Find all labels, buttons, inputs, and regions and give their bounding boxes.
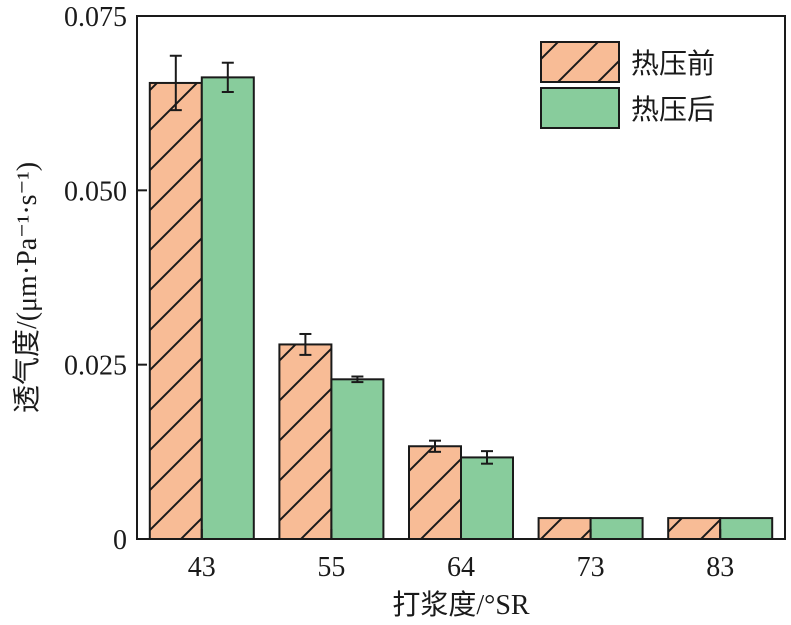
y-tick-label: 0 bbox=[113, 525, 127, 556]
error-bar-after-55 bbox=[351, 375, 364, 384]
legend-label-after: 热压后 bbox=[631, 94, 715, 126]
y-tick-label: 0.025 bbox=[64, 351, 127, 382]
error-bar-before-64 bbox=[429, 439, 441, 453]
error-bar-after-64 bbox=[481, 450, 493, 465]
y-tick-label: 0.075 bbox=[64, 2, 127, 33]
bar-before-43 bbox=[148, 81, 203, 540]
x-tick-label: 55 bbox=[317, 552, 345, 583]
y-tick-label: 0.050 bbox=[64, 176, 127, 207]
x-tick-label: 43 bbox=[188, 552, 216, 583]
bar-after-64 bbox=[460, 456, 514, 540]
x-axis-label: 打浆度/°SR bbox=[392, 589, 530, 621]
bar-after-55 bbox=[330, 378, 385, 540]
legend-label-before: 热压前 bbox=[631, 48, 715, 80]
bar-before-83 bbox=[667, 517, 722, 541]
error-bar-before-55 bbox=[299, 332, 312, 356]
error-bar-after-43 bbox=[221, 61, 234, 94]
bar-after-83 bbox=[719, 517, 774, 541]
y-axis-label: 透气度/(μm·Pa⁻¹·s⁻¹) bbox=[11, 162, 43, 413]
error-bar-before-43 bbox=[169, 54, 182, 112]
bar-after-43 bbox=[200, 76, 255, 541]
legend-swatch-before bbox=[540, 41, 620, 83]
bar-before-55 bbox=[278, 343, 333, 540]
x-tick-label: 64 bbox=[447, 552, 475, 583]
bar-after-73 bbox=[589, 517, 644, 541]
legend-swatch-after bbox=[540, 87, 620, 129]
x-tick-label: 83 bbox=[706, 552, 734, 583]
bar-before-64 bbox=[408, 445, 462, 540]
bar-before-73 bbox=[537, 517, 592, 541]
x-tick-label: 73 bbox=[577, 552, 605, 583]
